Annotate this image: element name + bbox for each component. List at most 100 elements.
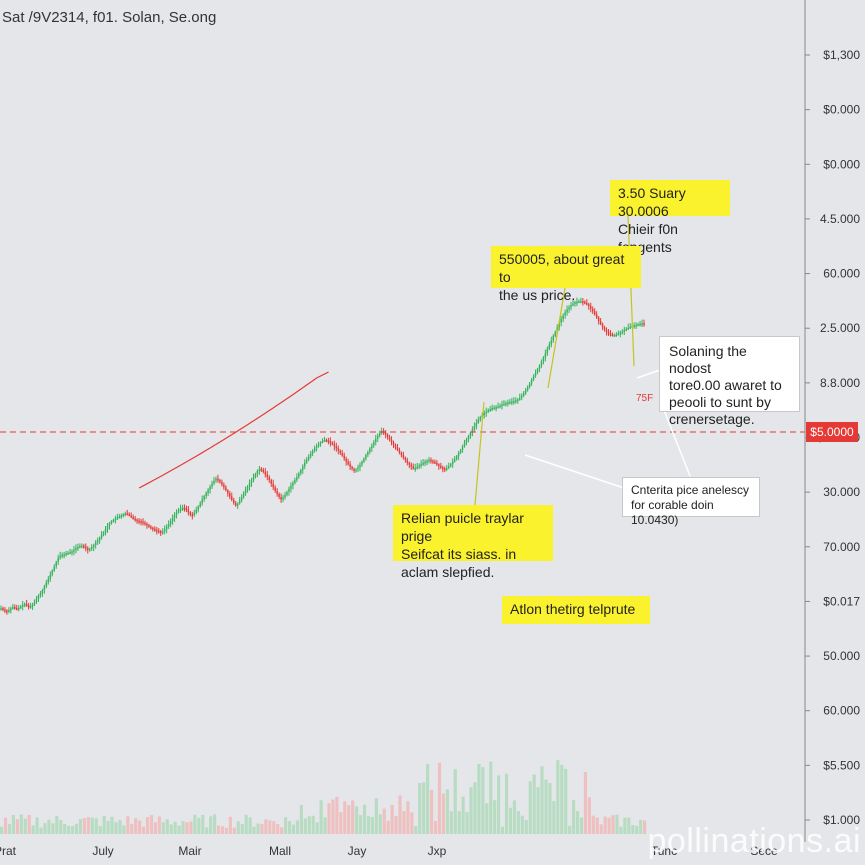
candle-body (386, 434, 389, 438)
candle-body (217, 478, 219, 481)
candle-body (102, 532, 105, 535)
candle-body (302, 466, 304, 470)
volume-bar (122, 825, 126, 834)
volume-bar (90, 817, 94, 834)
candle-body (540, 361, 543, 366)
x-tick-label: Jay (348, 844, 367, 858)
candle-body (493, 407, 495, 410)
candle-body (49, 574, 52, 579)
volume-bar (631, 824, 635, 834)
volume-bar (508, 807, 513, 834)
volume-bar (0, 826, 4, 834)
candle-body (513, 400, 515, 403)
volume-bar (169, 824, 173, 834)
volume-bar (98, 826, 102, 834)
candle-body (375, 438, 377, 443)
volume-bar (268, 820, 272, 834)
candle-body (122, 514, 125, 517)
candle-body (203, 495, 205, 500)
price-badge: $5.0000 (810, 425, 854, 439)
candle-body (144, 522, 146, 525)
volume-bar (284, 817, 288, 834)
candle-body (422, 462, 424, 465)
candle-body (424, 461, 426, 464)
candle-body (215, 478, 217, 481)
candle-body (436, 462, 438, 465)
volume-bar (228, 816, 232, 834)
candle-body (349, 464, 351, 467)
volume-bar (595, 817, 599, 834)
candle-body (629, 326, 631, 329)
candle-body (55, 561, 57, 567)
candle-body (570, 305, 572, 308)
candle-body (394, 444, 397, 448)
x-tick-label: Mall (269, 844, 291, 858)
chart-title: Sat /9V2314, f01. Solan, Se.ong (2, 9, 217, 26)
volume-bar (153, 822, 158, 834)
candle-body (51, 570, 54, 575)
candle-body (576, 301, 578, 304)
volume-bar (185, 822, 189, 834)
candle-body (376, 435, 379, 439)
volume-bar (118, 820, 122, 834)
candle-body (641, 323, 643, 326)
candle-body (552, 335, 555, 341)
candle-body (351, 466, 353, 469)
candle-body (520, 395, 523, 398)
candle-body (550, 340, 553, 345)
y-tick-label: 60.000 (823, 704, 860, 718)
candle-body (270, 480, 272, 484)
candle-body (611, 334, 614, 337)
candle-body (465, 439, 468, 443)
candle-body (595, 314, 598, 318)
x-tick-label: Jxp (428, 844, 447, 858)
volume-bar (351, 800, 355, 834)
volume-bar (106, 820, 110, 834)
volume-bar (236, 821, 240, 834)
candle-body (578, 301, 580, 304)
candle-body (262, 469, 265, 472)
candle-body (264, 471, 267, 475)
candle-body (613, 334, 616, 337)
candle-body (467, 436, 470, 440)
candle-body (430, 459, 432, 462)
candle-body (515, 400, 517, 403)
candle-body (177, 510, 180, 513)
volume-bar (540, 766, 544, 834)
volume-bar (35, 817, 39, 834)
x-tick-label: Prat (0, 844, 17, 858)
candle-body (211, 483, 213, 487)
volume-bar (473, 782, 477, 834)
candle-body (8, 609, 10, 612)
candle-body (303, 462, 306, 467)
volume-bar (378, 814, 382, 834)
volume-bar (74, 823, 79, 834)
volume-bar (449, 811, 453, 834)
candle-body (440, 465, 442, 468)
candle-body (77, 547, 79, 550)
candle-body (160, 531, 162, 534)
candle-body (369, 448, 371, 452)
volume-bar (11, 814, 15, 834)
candle-body (432, 460, 434, 463)
volume-bar (142, 826, 146, 834)
volume-bar (512, 800, 516, 834)
candle-body (227, 490, 229, 494)
volume-bar (536, 787, 540, 834)
volume-bar (355, 806, 359, 834)
volume-bar (232, 827, 236, 834)
candle-body (236, 503, 239, 506)
candle-body (337, 448, 340, 451)
candle-body (333, 444, 336, 447)
volume-bar (27, 814, 31, 834)
candle-body (597, 317, 600, 322)
candle-body (43, 586, 46, 591)
candle-body (459, 449, 462, 453)
candle-body (292, 483, 294, 486)
candle-body (475, 422, 478, 427)
volume-bar (402, 811, 406, 834)
x-axis: Prat July Mair Mall Jay Jxp Tunc Sece (0, 844, 778, 858)
volume-bar (71, 826, 75, 834)
volume-bar (240, 823, 244, 834)
